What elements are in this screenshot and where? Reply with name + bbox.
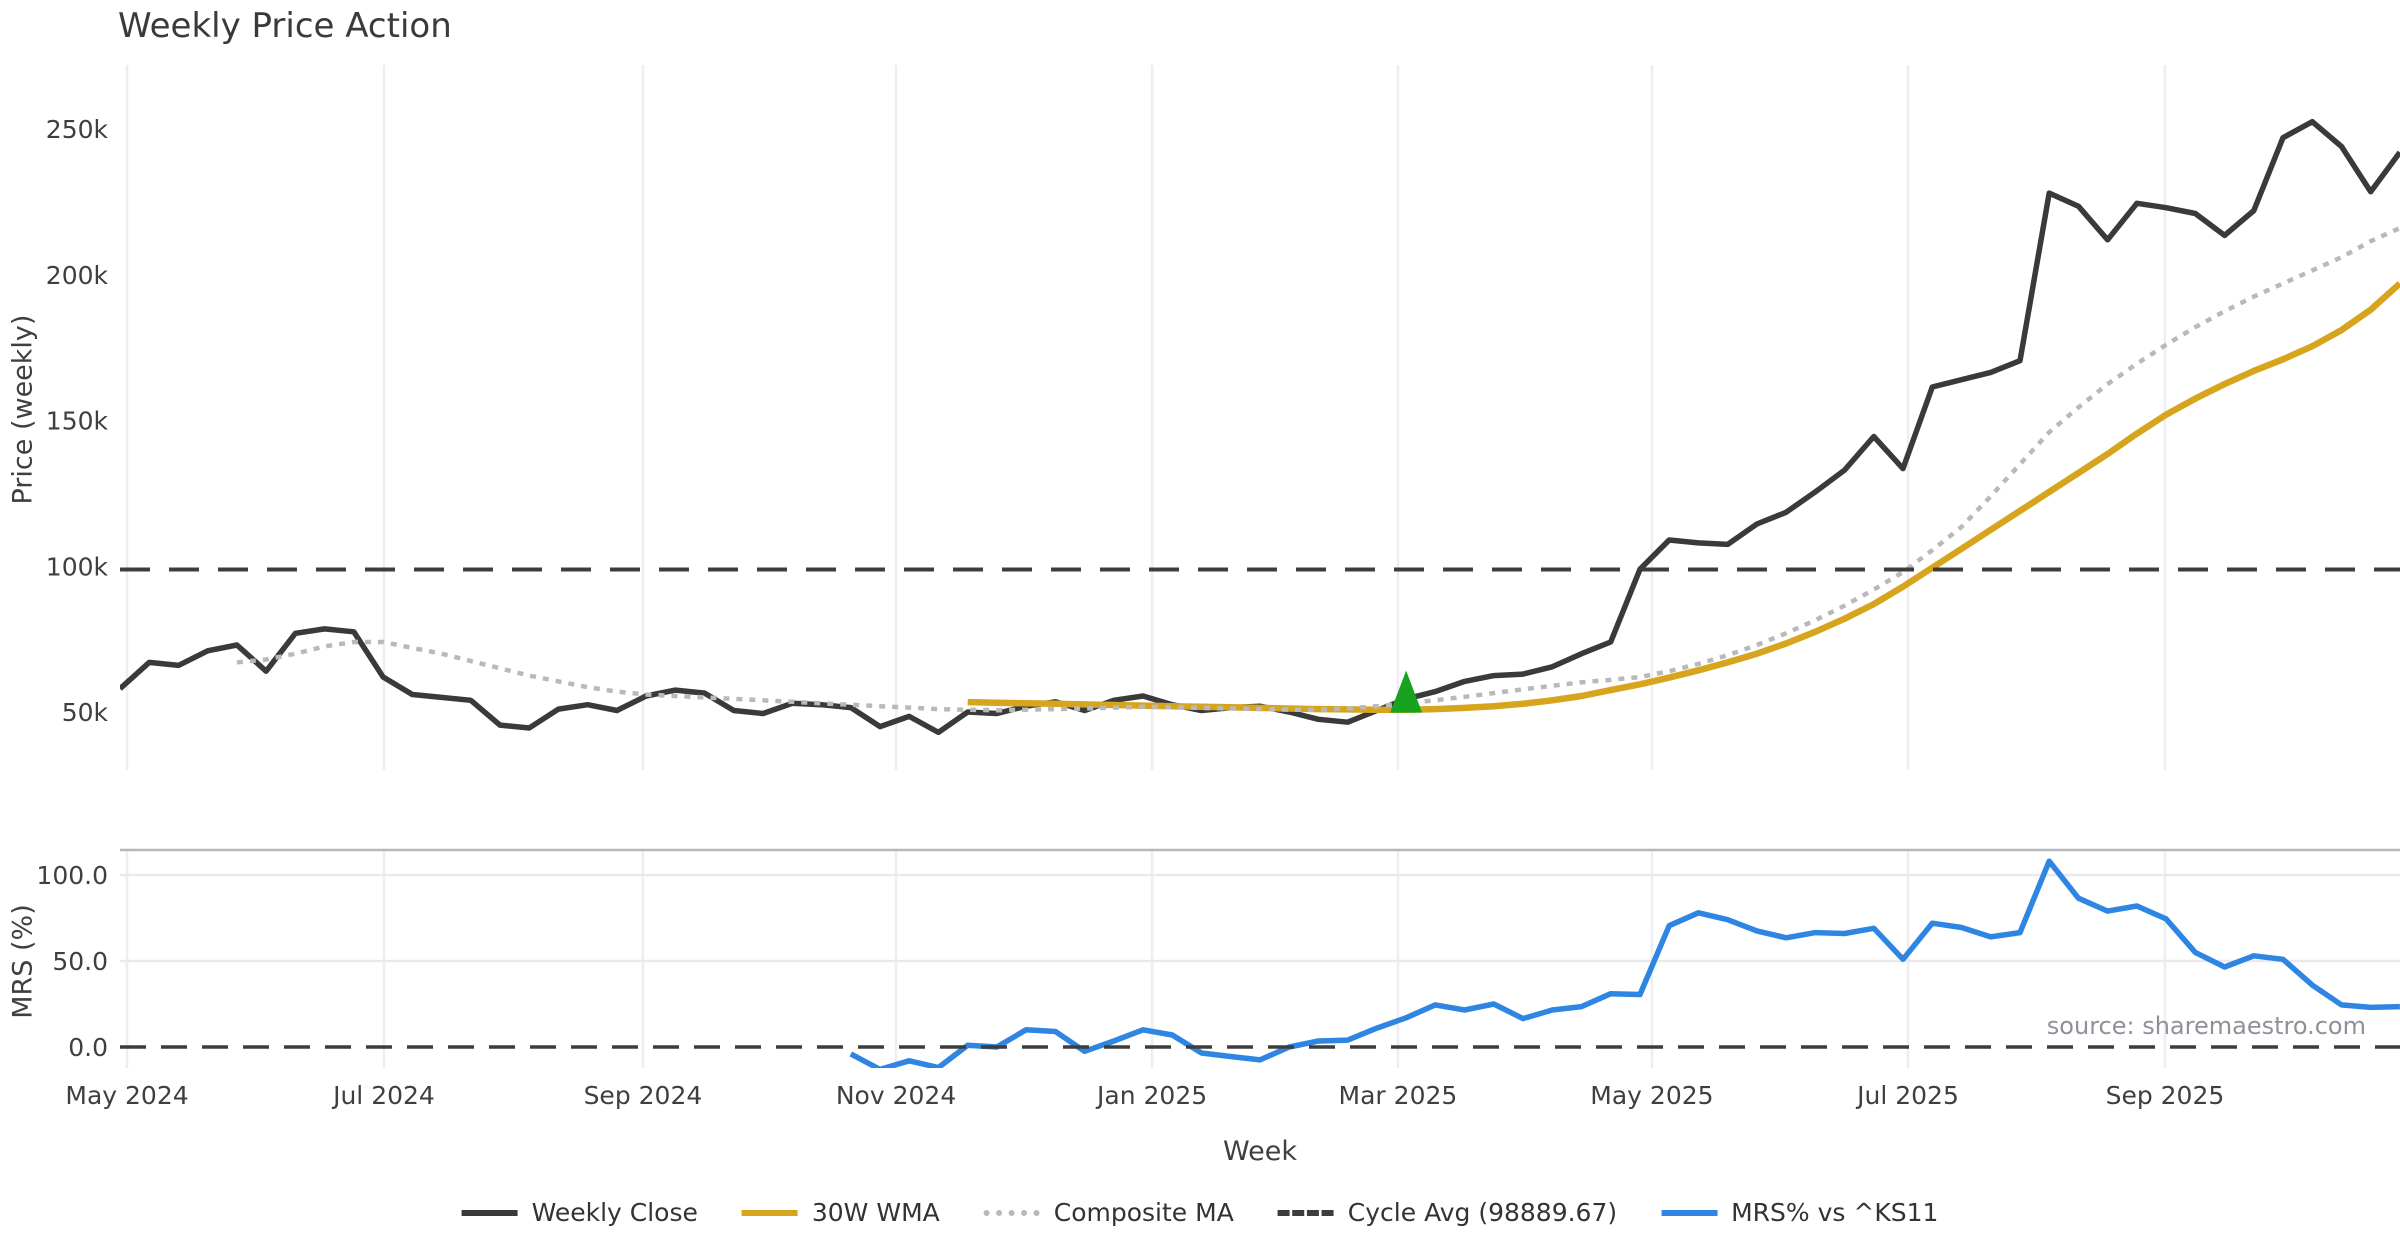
y-tick-label: 100.0 [36,861,108,890]
legend-label: Cycle Avg (98889.67) [1347,1198,1618,1227]
series-30w-wma [967,281,2400,713]
x-tick-label: Mar 2025 [1339,1081,1458,1110]
triangle-up-marker [1390,670,1423,713]
x-tick-label: Jul 2024 [331,1081,435,1110]
legend-label: Composite MA [1053,1198,1234,1227]
y-tick-label: 200k [46,261,109,290]
x-tick-label: May 2025 [1590,1081,1713,1110]
legend-label: MRS% vs ^KS11 [1731,1198,1939,1227]
x-tick-label: Nov 2024 [836,1081,956,1110]
series-weekly-close [120,118,2400,736]
wma-line-swatch [741,1209,798,1216]
legend-item-cycle-avg: Cycle Avg (98889.67) [1277,1198,1618,1227]
price-axis-label: Price (weekly) [7,314,39,505]
y-tick-label: 250k [46,115,109,144]
source-note: source: sharemaestro.com [2046,1012,2366,1040]
mrs-line-swatch [1661,1209,1718,1216]
y-tick-label: 50.0 [52,947,108,976]
mrs-axis-label: MRS (%) [7,904,39,1019]
cycle-avg-line-swatch [1277,1209,1334,1216]
composite-ma-line-swatch [983,1209,1040,1216]
legend-label: 30W WMA [811,1198,940,1227]
legend-item-30w-wma: 30W WMA [741,1198,940,1227]
x-tick-label: Jul 2025 [1855,1081,1959,1110]
y-tick-label: 0.0 [68,1033,108,1062]
legend-label: Weekly Close [531,1198,698,1227]
weekly-close-line-swatch [461,1209,518,1216]
y-tick-label: 150k [46,407,109,436]
x-tick-label: Jan 2025 [1095,1081,1207,1110]
y-tick-label: 50k [62,698,109,727]
legend: Weekly Close 30W WMA Composite MA Cycle … [461,1198,1938,1227]
legend-item-mrs: MRS% vs ^KS11 [1661,1198,1938,1227]
x-axis-label: Week [1223,1136,1297,1167]
x-tick-label: Sep 2024 [584,1081,703,1110]
series-composite-ma [236,226,2400,713]
x-tick-label: May 2024 [65,1081,188,1110]
y-tick-label: 100k [46,552,109,581]
series-mrs-vs-ks11 [849,858,2400,1068]
x-tick-label: Sep 2025 [2106,1081,2225,1110]
page-title: Weekly Price Action [118,6,452,46]
legend-item-weekly-close: Weekly Close [461,1198,698,1227]
legend-item-composite-ma: Composite MA [983,1198,1234,1227]
